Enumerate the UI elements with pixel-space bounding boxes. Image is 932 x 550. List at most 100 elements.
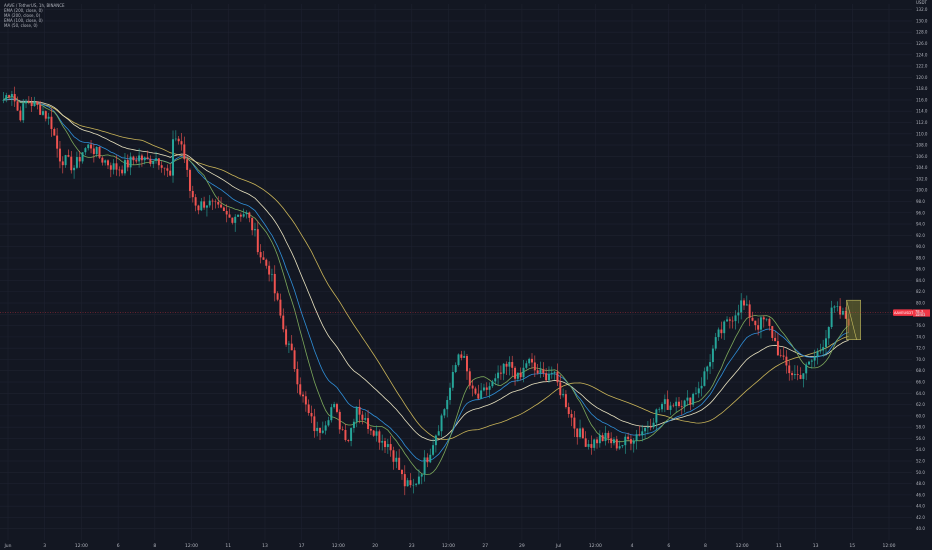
candle-body: [805, 364, 808, 374]
candle-body: [638, 434, 641, 436]
candle-body: [58, 148, 61, 162]
price-range-arrow: [846, 300, 857, 340]
candle-body: [675, 401, 678, 406]
candle-body: [381, 441, 384, 443]
candle-body: [754, 320, 757, 326]
candle-body: [285, 329, 288, 345]
candle-body: [587, 444, 590, 447]
legend-symbol[interactable]: AAVE / TetherUS, 1h, BINANCE: [4, 3, 65, 8]
candle-body: [10, 94, 13, 98]
legend-ma50[interactable]: MA (50, close, 0): [4, 23, 38, 28]
candle-body: [669, 405, 672, 410]
candle-body: [816, 351, 819, 357]
candle-body: [457, 354, 460, 366]
candle-body: [508, 362, 511, 367]
time-axis[interactable]: Jun 3 12:00 6 8 12:00 11 13 17 12:00 20 23 12:00 27 29…: [3, 543, 895, 549]
candle-body: [268, 265, 271, 275]
candle-body: [499, 372, 502, 374]
candle-body: [514, 367, 517, 379]
candle-body: [434, 435, 437, 446]
price-tag-countdown: 12:01: [915, 313, 925, 317]
x-tick-label: 4: [631, 543, 634, 549]
candle-body: [836, 306, 839, 307]
candle-body: [415, 483, 418, 485]
y-tick-label: 76.0: [916, 323, 925, 328]
candle-body: [231, 217, 234, 223]
candle-body: [471, 385, 474, 389]
candle-body: [497, 372, 500, 379]
price-axis[interactable]: USDT 40.0 42.0 44.0 46.0 48.0 50.0 52.0 54.0 56.…: [916, 0, 928, 531]
candle-body: [392, 450, 395, 462]
candle-body: [661, 403, 664, 410]
candle-body: [389, 444, 392, 451]
x-tick-label: 3: [43, 543, 46, 549]
x-tick-label: 11: [776, 543, 782, 549]
candle-body: [737, 312, 740, 316]
candle-body: [539, 369, 542, 374]
candle-body: [607, 432, 610, 439]
candle-body: [64, 155, 67, 166]
candle-body: [576, 428, 579, 438]
candle-body: [5, 95, 8, 101]
candle-body: [677, 401, 680, 407]
candle-body: [791, 373, 794, 376]
legend-ema100[interactable]: EMA (100, close, 0): [4, 18, 43, 23]
candle-body: [56, 135, 59, 149]
candle-body: [813, 356, 816, 361]
y-tick-label: 56.0: [916, 436, 925, 441]
candle-body: [177, 138, 180, 142]
candle-body: [451, 371, 454, 388]
ema200-line: [3, 98, 849, 441]
candle-body: [420, 474, 423, 477]
legend-ema200[interactable]: EMA (200, close, 0): [4, 8, 43, 13]
candle-body: [793, 374, 796, 376]
candle-body: [200, 201, 203, 211]
candle-body: [720, 329, 723, 334]
candle-body: [463, 356, 466, 358]
y-tick-label: 96.0: [916, 210, 925, 215]
candle-body: [680, 406, 683, 407]
candle-body: [748, 304, 751, 318]
candle-body: [172, 139, 175, 176]
candle-body: [646, 427, 649, 428]
candle-body: [378, 431, 381, 443]
candle-body: [604, 432, 607, 442]
candle-body: [709, 362, 712, 367]
candle-body: [253, 229, 256, 231]
candle-body: [635, 434, 638, 441]
candle-body: [692, 393, 695, 405]
candle-body: [296, 368, 299, 385]
y-tick-label: 98.0: [916, 199, 925, 204]
candle-body: [321, 430, 324, 433]
moving-average-lines: [3, 96, 849, 475]
candle-body: [237, 214, 240, 217]
candle-body: [629, 439, 632, 444]
y-tick-label: 42.0: [916, 515, 925, 520]
candle-body: [528, 358, 531, 364]
candle-body: [155, 158, 158, 161]
candle-body: [446, 400, 449, 410]
candle-body: [81, 152, 84, 162]
candle-body: [73, 167, 76, 171]
x-tick-label: 8: [153, 543, 156, 549]
candle-body: [827, 327, 830, 339]
candle-body: [833, 306, 836, 308]
price-tag-label-bg: [893, 309, 913, 316]
candle-body: [44, 111, 47, 119]
candle-body: [440, 415, 443, 432]
candle-body: [101, 157, 104, 163]
candle-body: [759, 317, 762, 330]
legend-ma200[interactable]: MA (200, close, 0): [4, 13, 41, 18]
y-tick-label: 118.0: [916, 86, 928, 91]
candle-body: [802, 373, 805, 379]
candle-body: [115, 163, 118, 170]
candle-body: [556, 371, 559, 383]
candle-body: [13, 94, 16, 102]
x-tick-label: 29: [519, 543, 525, 549]
candle-body: [542, 369, 545, 374]
y-tick-label: 70.0: [916, 357, 925, 362]
y-tick-label: 64.0: [916, 391, 925, 396]
y-tick-label: 90.0: [916, 244, 925, 249]
candle-body: [429, 454, 432, 463]
